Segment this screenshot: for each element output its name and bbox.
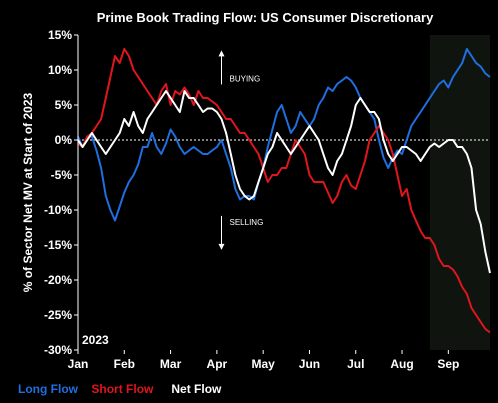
x-tick-label: Feb (114, 357, 135, 371)
y-tick-label: 15% (48, 28, 72, 42)
y-tick-label: 10% (48, 63, 72, 77)
shaded-region (429, 35, 490, 350)
x-tick-label: Sep (437, 357, 459, 371)
buying-arrow-head (218, 50, 225, 57)
y-axis-label: % of Sector Net MV at Start of 2023 (21, 92, 35, 292)
buying-annotation: BUYING (230, 74, 261, 83)
x-tick-label: Apr (207, 357, 228, 371)
x-tick-label: Jun (299, 357, 320, 371)
annotations: BUYING SELLING (218, 50, 264, 250)
y-tick-label: 5% (55, 98, 73, 112)
legend-item-net-flow: Net Flow (171, 382, 222, 396)
x-axis: Jan Feb Mar Apr May Jun Jul Aug Sep (68, 350, 459, 371)
y-tick-label: -15% (44, 238, 72, 252)
chart-title: Prime Book Trading Flow: US Consumer Dis… (97, 10, 434, 25)
y-tick-label: -25% (44, 308, 72, 322)
x-tick-label: Jul (347, 357, 364, 371)
y-tick-label: -20% (44, 273, 72, 287)
legend-item-long-flow: Long Flow (18, 382, 79, 396)
y-tick-label: -30% (44, 343, 72, 357)
series-line-short-flow (77, 48, 491, 334)
y-tick-label: 0% (55, 133, 73, 147)
year-label: 2023 (82, 333, 109, 347)
x-tick-label: Mar (160, 357, 182, 371)
series-group (77, 48, 491, 334)
x-tick-label: May (251, 357, 275, 371)
x-tick-label: Aug (390, 357, 413, 371)
selling-arrow-head (218, 243, 225, 250)
y-tick-label: -10% (44, 203, 72, 217)
y-tick-label: -5% (51, 168, 73, 182)
series-line-long-flow (77, 48, 491, 222)
legend-item-short-flow: Short Flow (91, 382, 154, 396)
legend: Long Flow Short Flow Net Flow (18, 382, 222, 396)
series-line-net-flow (77, 90, 491, 274)
x-tick-label: Jan (68, 357, 89, 371)
y-axis: 15% 10% 5% 0% -5% -10% -15% -20% -25% -30% (44, 28, 78, 357)
selling-annotation: SELLING (230, 218, 264, 227)
